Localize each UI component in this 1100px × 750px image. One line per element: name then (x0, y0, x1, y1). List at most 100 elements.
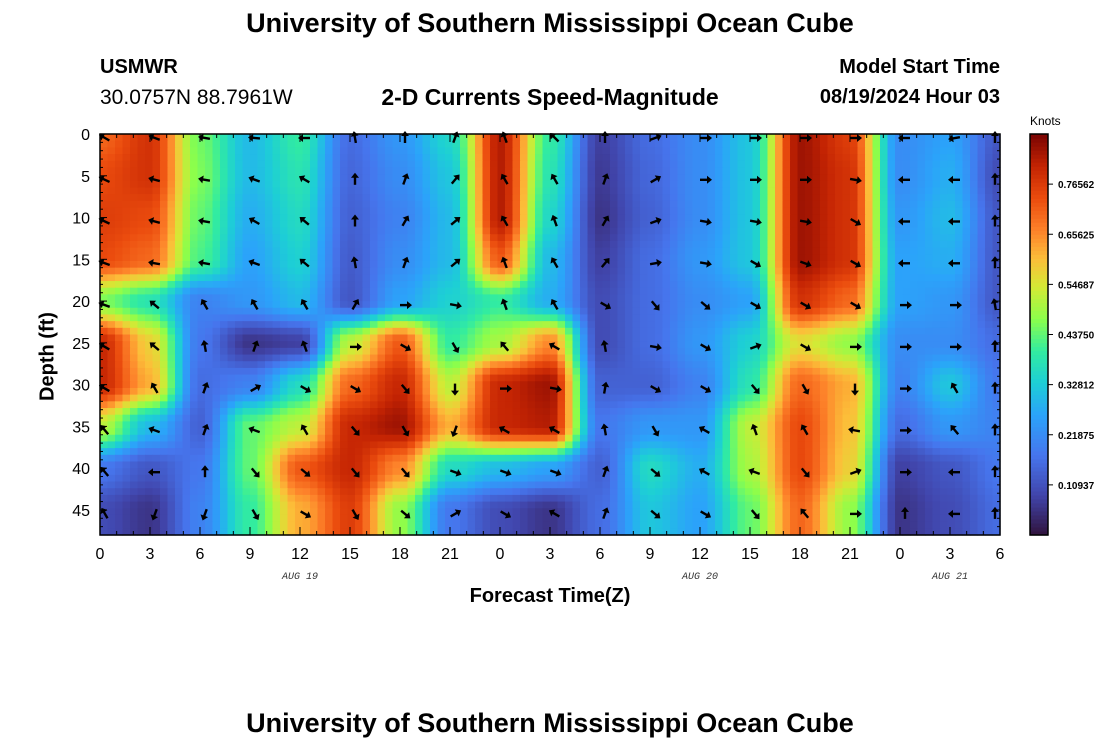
heatmap-cell (685, 154, 694, 162)
heatmap-cell (790, 307, 799, 316)
heatmap-cell (497, 134, 506, 142)
heatmap-cell (640, 227, 649, 235)
heatmap-cell (632, 207, 641, 215)
heatmap-cell (197, 254, 206, 262)
heatmap-cell (617, 187, 626, 195)
heatmap-cell (362, 321, 371, 329)
heatmap-cell (580, 140, 589, 148)
heatmap-cell (407, 294, 416, 302)
heatmap-cell (430, 327, 439, 336)
heatmap-cell (370, 194, 379, 202)
heatmap-cell (527, 247, 536, 255)
heatmap-cell (610, 281, 619, 289)
heatmap-cell (805, 401, 814, 409)
heatmap-cell (452, 200, 461, 209)
heatmap-cell (145, 254, 154, 262)
heatmap-cell (437, 134, 446, 142)
heatmap-cell (947, 367, 956, 376)
heatmap-cell (482, 147, 491, 155)
heatmap-cell (302, 367, 311, 376)
heatmap-cell (362, 214, 371, 222)
heatmap-cell (677, 401, 686, 409)
heatmap-cell (565, 147, 574, 155)
heatmap-cell (662, 140, 671, 148)
heatmap-cell (730, 147, 739, 155)
heatmap-cell (422, 408, 431, 416)
heatmap-cell (317, 214, 326, 222)
heatmap-cell (827, 401, 836, 409)
heatmap-cell (182, 274, 191, 282)
heatmap-cell (310, 327, 319, 336)
heatmap-cell (130, 294, 139, 302)
heatmap-cell (872, 301, 881, 309)
heatmap-cell (437, 147, 446, 155)
heatmap-cell (400, 361, 409, 369)
heatmap-cell (355, 200, 364, 209)
heatmap-cell (670, 294, 679, 302)
heatmap-cell (520, 327, 529, 336)
heatmap-cell (347, 187, 356, 195)
heatmap-cell (857, 294, 866, 302)
heatmap-cell (400, 287, 409, 295)
heatmap-cell (227, 134, 236, 142)
heatmap-cell (880, 187, 889, 195)
heatmap-cell (497, 374, 506, 382)
heatmap-cell (115, 214, 124, 222)
heatmap-cell (902, 194, 911, 202)
heatmap-cell (722, 347, 731, 356)
heatmap-cell (355, 227, 364, 235)
heatmap-cell (887, 254, 896, 262)
heatmap-cell (587, 334, 596, 342)
heatmap-cell (917, 194, 926, 202)
heatmap-cell (887, 167, 896, 175)
heatmap-cell (617, 307, 626, 316)
heatmap-cell (257, 327, 266, 336)
heatmap-cell (640, 381, 649, 389)
heatmap-cell (220, 334, 229, 342)
heatmap-cell (880, 347, 889, 356)
heatmap-cell (880, 174, 889, 182)
heatmap-cell (152, 220, 161, 229)
heatmap-cell (557, 147, 566, 155)
heatmap-cell (167, 301, 176, 309)
heatmap-cell (730, 394, 739, 402)
heatmap-cell (895, 401, 904, 409)
heatmap-cell (287, 167, 296, 175)
heatmap-cell (745, 287, 754, 295)
heatmap-cell (572, 247, 581, 255)
heatmap-cell (490, 327, 499, 336)
heatmap-cell (392, 274, 401, 282)
heatmap-cell (257, 234, 266, 242)
heatmap-cell (145, 214, 154, 222)
heatmap-cell (932, 374, 941, 382)
heatmap-cell (812, 254, 821, 262)
heatmap-cell (670, 220, 679, 229)
heatmap-cell (707, 194, 716, 202)
heatmap-cell (332, 408, 341, 416)
heatmap-cell (580, 294, 589, 302)
heatmap-cell (842, 174, 851, 182)
heatmap-cell (865, 234, 874, 242)
heatmap-cell (407, 381, 416, 389)
heatmap-cell (107, 254, 116, 262)
heatmap-cell (820, 274, 829, 282)
heatmap-cell (430, 154, 439, 162)
heatmap-cell (137, 220, 146, 229)
heatmap-cell (370, 341, 379, 349)
heatmap-cell (587, 174, 596, 182)
heatmap-cell (340, 174, 349, 182)
heatmap-cell (520, 347, 529, 356)
heatmap-cell (587, 254, 596, 262)
heatmap-cell (205, 220, 214, 229)
heatmap-cell (730, 387, 739, 396)
heatmap-cell (280, 281, 289, 289)
heatmap-cell (827, 387, 836, 396)
heatmap-cell (415, 281, 424, 289)
heatmap-cell (572, 274, 581, 282)
heatmap-cell (310, 154, 319, 162)
heatmap-cell (767, 227, 776, 235)
heatmap-cell (527, 180, 536, 189)
heatmap-cell (122, 147, 131, 155)
heatmap-cell (587, 160, 596, 169)
heatmap-cell (617, 214, 626, 222)
